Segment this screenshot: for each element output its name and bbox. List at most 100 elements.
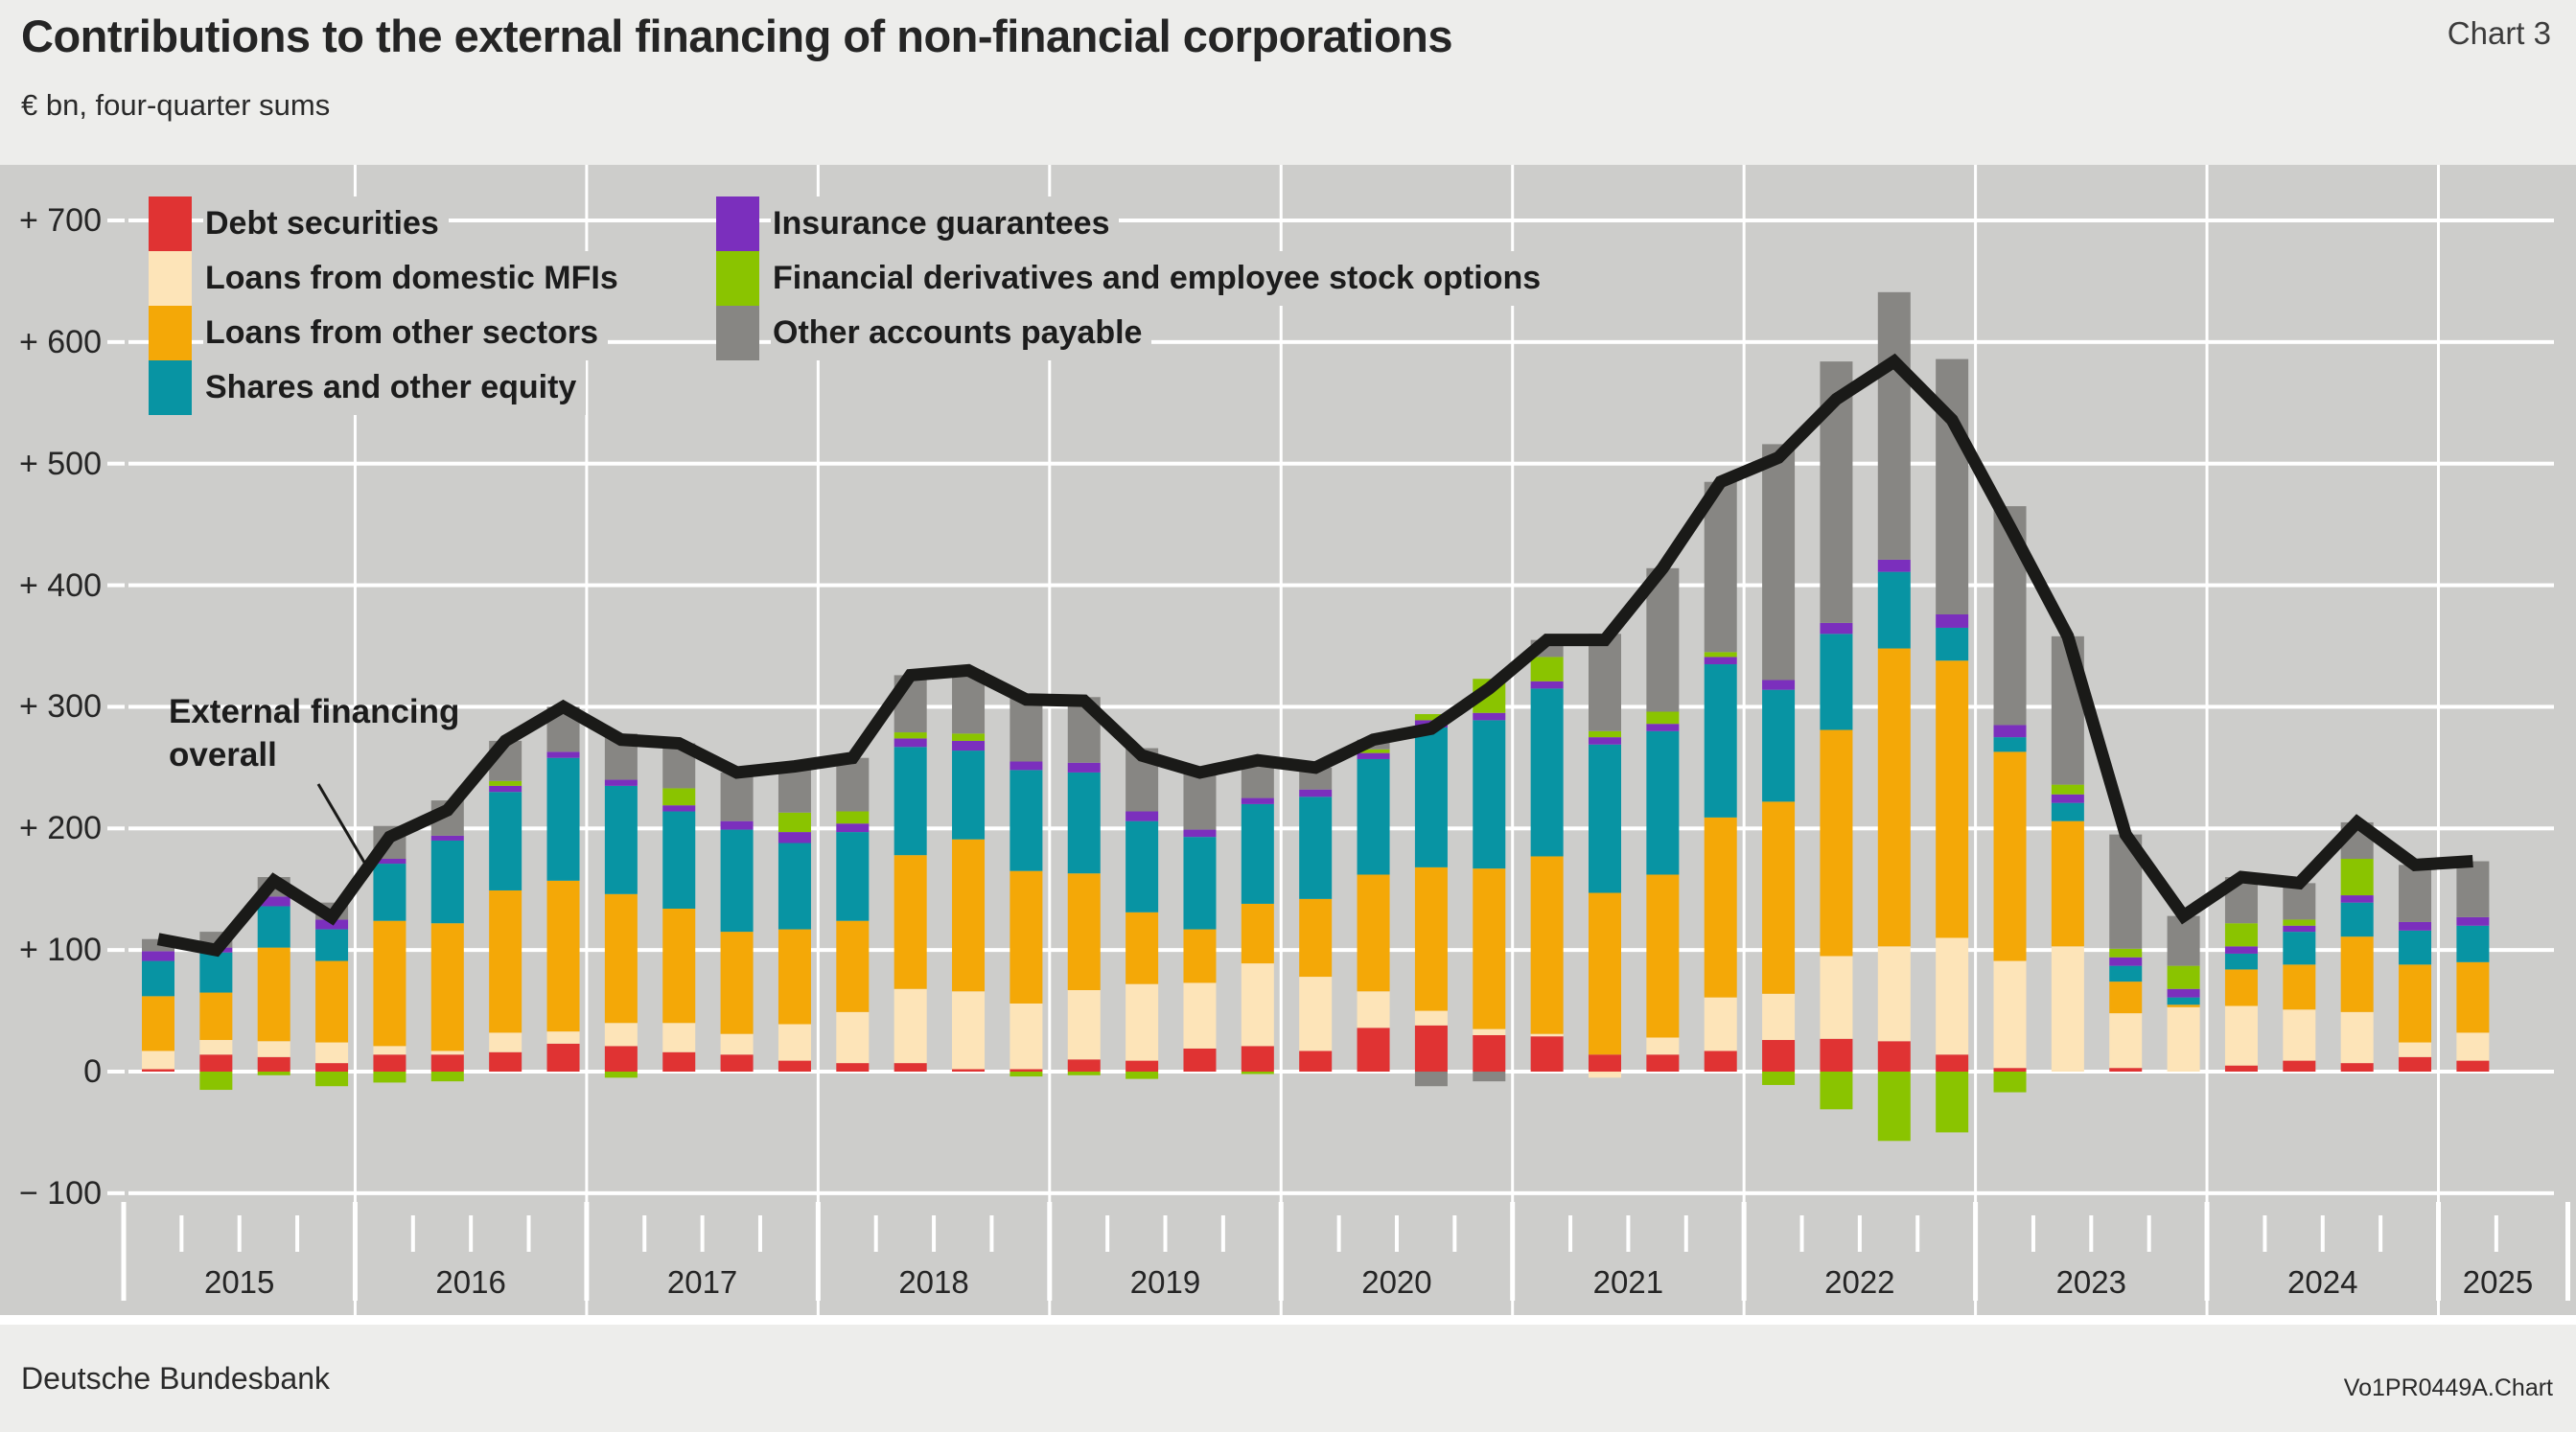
bar-segment [836, 1011, 870, 1064]
bar-segment [2399, 921, 2432, 931]
bar-segment [604, 893, 638, 1024]
bar-segment [2283, 925, 2316, 933]
x-axis-year-label: 2025 [2462, 1264, 2534, 1300]
bar-segment [2283, 932, 2316, 965]
bar-segment [1704, 657, 1737, 665]
bar-segment [373, 1046, 406, 1055]
y-tick-dash [107, 583, 125, 588]
bar-segment [836, 823, 870, 833]
legend-swatch-0 [149, 196, 192, 251]
bar-segment [1183, 1048, 1217, 1072]
bar-segment [257, 906, 290, 948]
bar-segment [373, 858, 406, 865]
bar-segment [1126, 912, 1159, 984]
legend-swatch-column [149, 196, 192, 415]
bar-segment [1993, 737, 2027, 752]
bar-segment [777, 832, 811, 843]
bar-segment [199, 952, 233, 993]
bar-segment [1299, 1051, 1333, 1072]
legend-item-4: Insurance guarantees [771, 196, 1120, 251]
y-gridline [128, 339, 2554, 344]
bar-segment-negative [1589, 1072, 1621, 1078]
footer-source: Deutsche Bundesbank [21, 1361, 330, 1396]
legend-swatch-6 [716, 306, 759, 360]
bar-segment [1936, 627, 1969, 661]
bar-segment [1936, 937, 1969, 1055]
bar-segment [1241, 903, 1274, 964]
quarter-tick [295, 1215, 300, 1252]
bar-segment [1530, 856, 1564, 1034]
bar-segment [2051, 802, 2084, 821]
bar-segment [315, 929, 349, 961]
bar-segment [1993, 1068, 2027, 1072]
bar-segment [1704, 997, 1737, 1051]
bar-segment [142, 996, 174, 1051]
bar-segment [257, 1041, 290, 1057]
bar-segment-negative [1414, 1072, 1448, 1087]
bar-segment [1357, 752, 1390, 759]
bar-segment [952, 1069, 986, 1072]
bar-segment [1530, 688, 1564, 857]
bar-segment [430, 1051, 464, 1055]
bar-segment [1877, 559, 1911, 572]
bar-segment [142, 1051, 174, 1070]
bar-segment [1010, 870, 1043, 1004]
year-tick [1047, 1202, 1053, 1301]
bar-segment [1589, 730, 1621, 738]
y-axis-label: − 100 [18, 1174, 102, 1212]
quarter-tick [700, 1215, 705, 1252]
y-axis-label: + 700 [18, 201, 102, 239]
annotation-line-1: External financing [169, 693, 460, 730]
bar-segment [546, 1043, 580, 1072]
bar-segment [1183, 837, 1217, 930]
bar-segment [777, 929, 811, 1025]
bar-segment [1357, 874, 1390, 992]
bar-segment [1646, 1037, 1680, 1055]
bar-segment [2109, 965, 2143, 982]
bar-segment [2224, 969, 2258, 1006]
y-tick-dash [107, 339, 125, 344]
bar-segment [662, 1051, 696, 1072]
bar-segment [373, 864, 406, 921]
quarter-tick [2263, 1215, 2267, 1252]
annotation-pointer-line [316, 783, 368, 866]
year-gridline [816, 165, 820, 1315]
bar-segment [1646, 730, 1680, 875]
bar-segment [1820, 622, 1853, 635]
bar-segment [1530, 681, 1564, 689]
bar-segment [1183, 982, 1217, 1049]
bar-segment [1820, 634, 1853, 730]
bar-segment [1646, 711, 1680, 725]
bar-segment-negative [1993, 1072, 2027, 1093]
bar-segment [2224, 1065, 2258, 1072]
quarter-tick [1799, 1215, 1804, 1252]
legend-item-5: Financial derivatives and employee stock… [771, 251, 1551, 306]
bar-segment [604, 1023, 638, 1047]
legend-swatch-3 [149, 360, 192, 415]
y-tick-dash [107, 1070, 125, 1074]
y-tick-dash [107, 826, 125, 831]
bar-segment [430, 923, 464, 1051]
bar-segment [1704, 1051, 1737, 1072]
quarter-tick [1394, 1215, 1399, 1252]
legend-swatch-4 [716, 196, 759, 251]
bar-segment [1357, 991, 1390, 1028]
bar-segment [257, 1056, 290, 1072]
bar-segment [952, 991, 986, 1070]
legend-item-1: Loans from domestic MFIs [203, 251, 628, 306]
bar-segment [1589, 744, 1621, 893]
bar-segment [893, 747, 927, 856]
bar-segment-negative [1820, 1072, 1853, 1110]
bar-segment-negative [199, 1072, 233, 1091]
bar-segment [1993, 725, 2027, 738]
bar-segment-negative [1126, 1072, 1159, 1079]
bar-segment [1183, 772, 1217, 830]
bar-segment [777, 1060, 811, 1072]
y-tick-dash [107, 461, 125, 466]
bar-segment [1820, 956, 1853, 1039]
bar-segment [720, 932, 754, 1034]
quarter-tick [1857, 1215, 1862, 1252]
bar-segment [489, 1032, 522, 1052]
bar-segment [2399, 865, 2432, 922]
bar-segment [1820, 1038, 1853, 1072]
